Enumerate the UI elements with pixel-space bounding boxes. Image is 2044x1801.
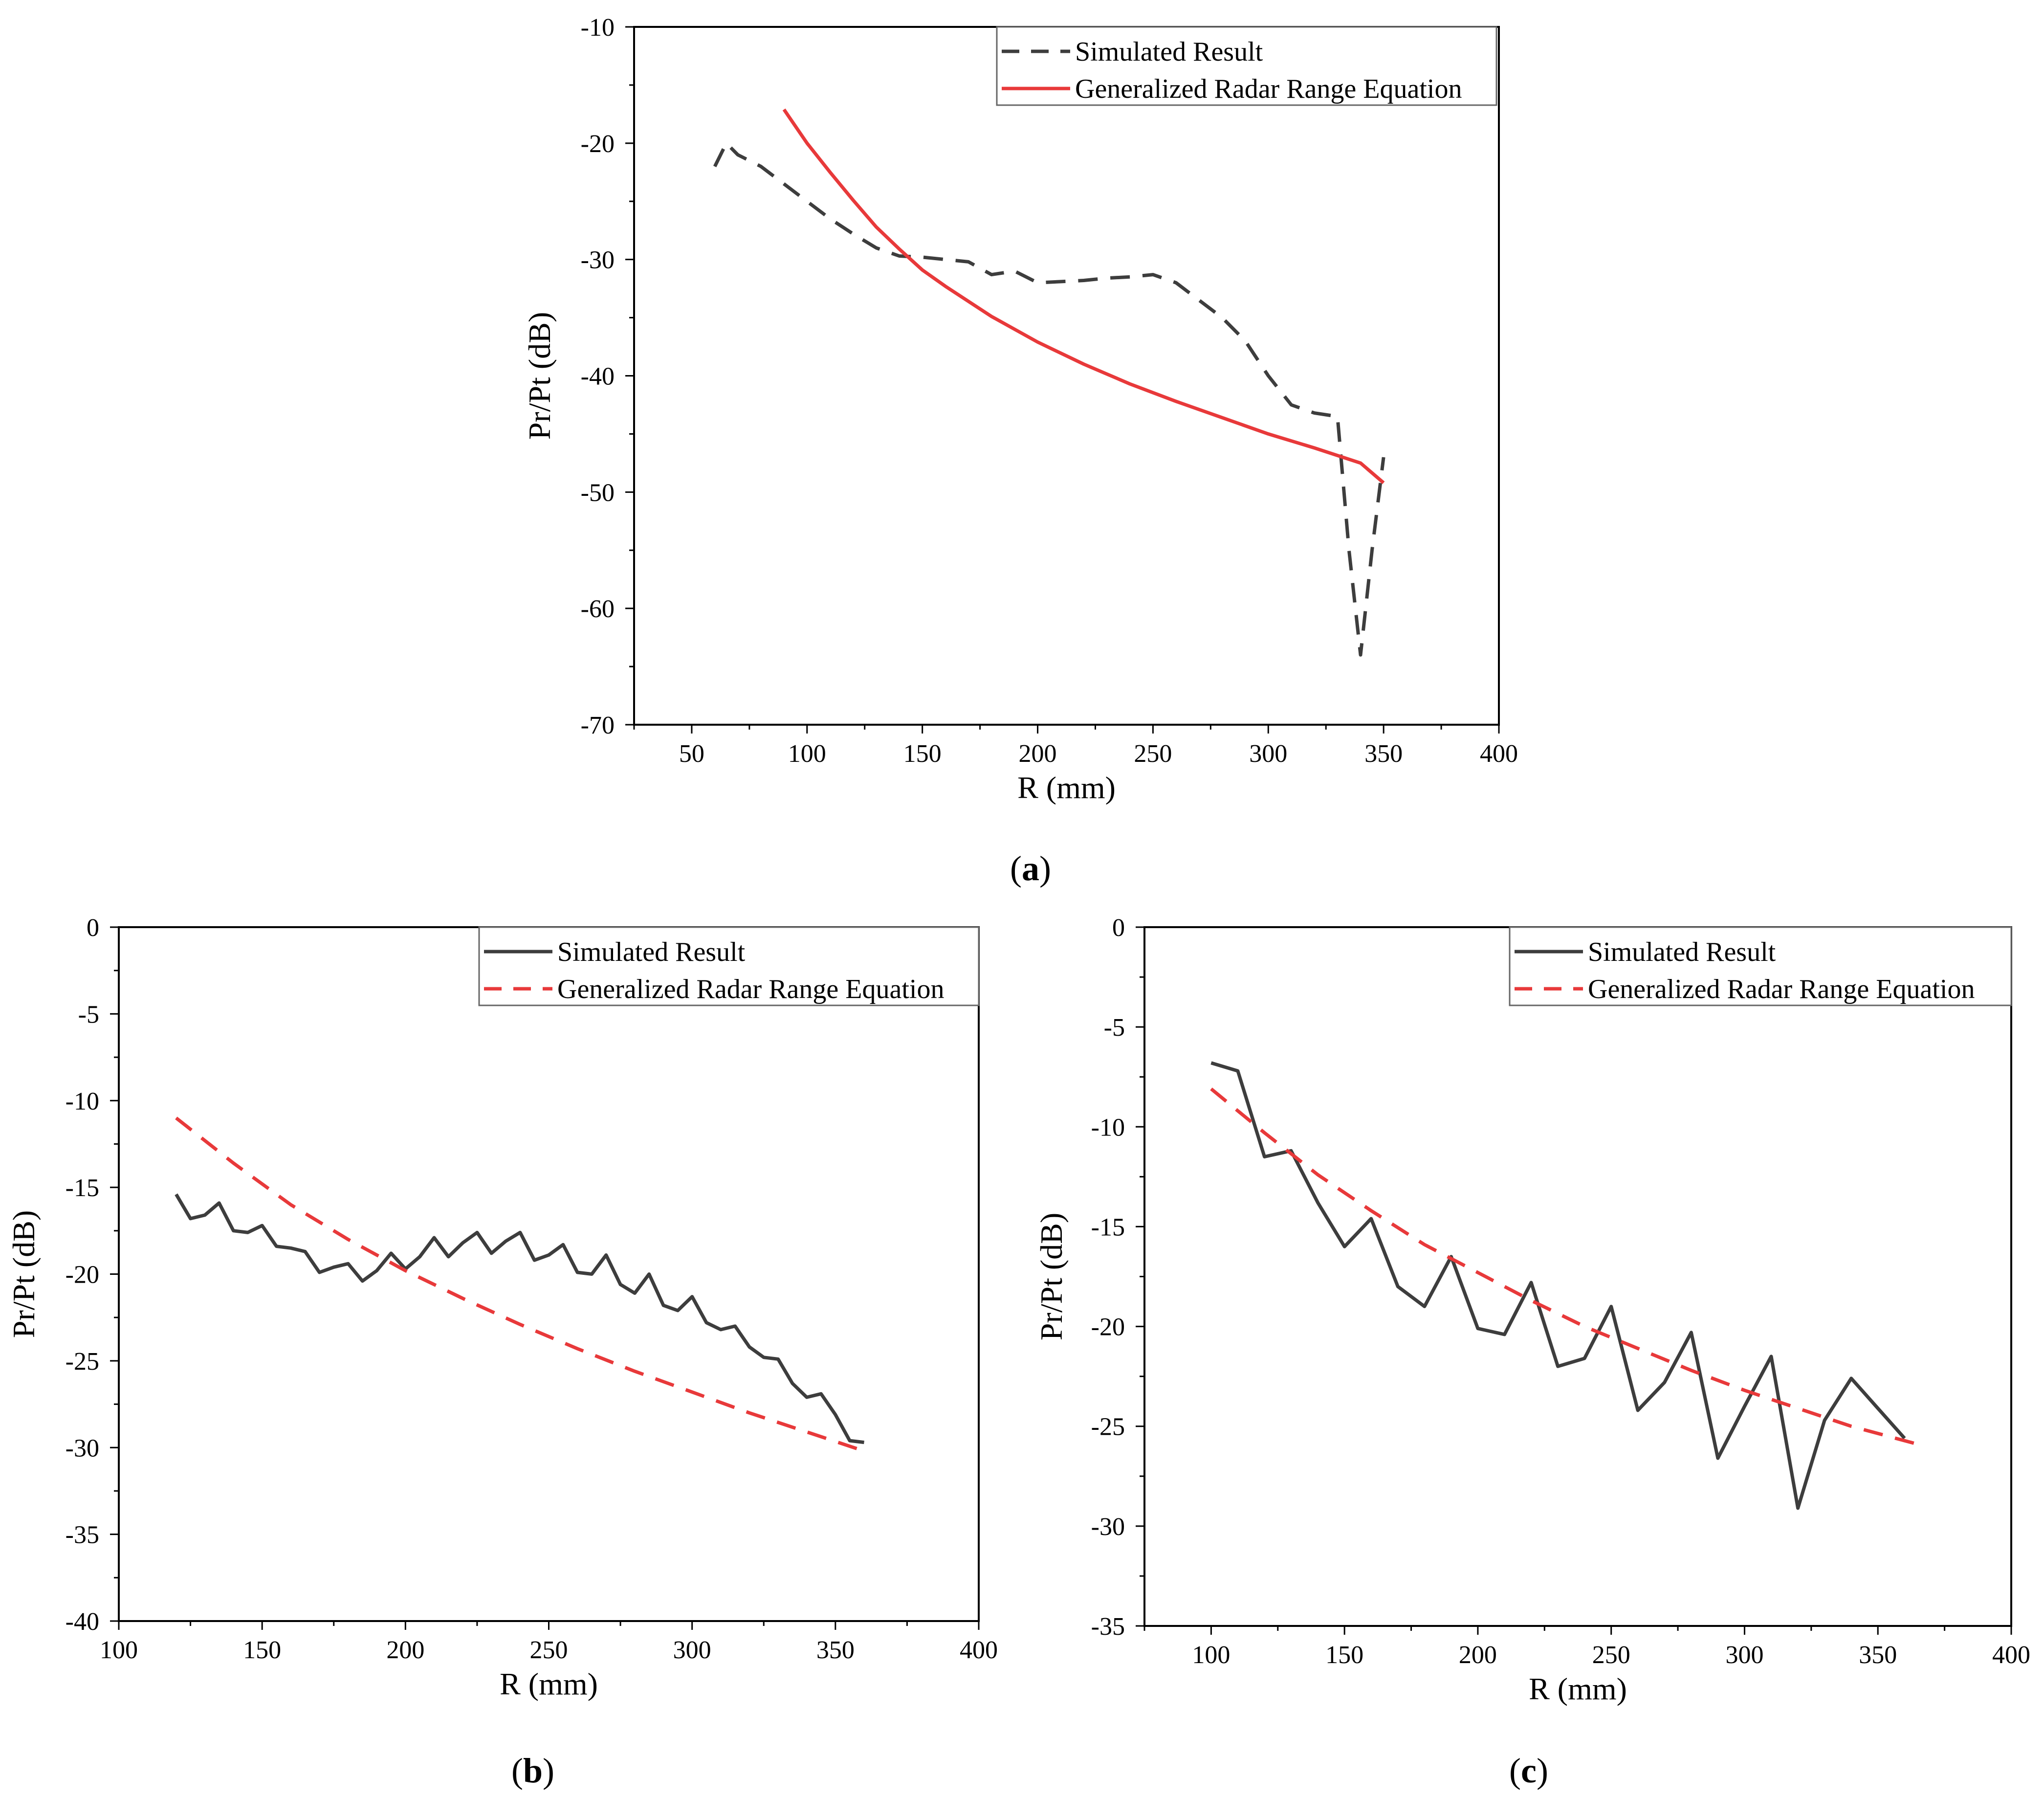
legend-label: Simulated Result	[1075, 37, 1263, 67]
x-tick-label: 400	[960, 1636, 998, 1664]
x-axis-title: R (mm)	[500, 1667, 598, 1701]
legend-box	[478, 926, 980, 1006]
y-tick-label: -10	[581, 14, 615, 42]
x-tick-label: 400	[1480, 740, 1518, 768]
y-tick-label: -20	[581, 130, 615, 158]
x-tick-label: 100	[1192, 1641, 1230, 1669]
legend-box	[996, 26, 1497, 106]
series-line-equation	[782, 108, 1385, 484]
series-line-simulated	[1210, 1061, 1906, 1510]
y-tick-label: -25	[66, 1348, 99, 1376]
y-tick-label: -30	[66, 1434, 99, 1462]
plot-frame	[1143, 926, 2012, 1627]
chart-a: 50 100 150 200 250 300 350 400 -10 -20 -30 -40 -50 -6…	[522, 14, 1518, 805]
series-line-equation	[1210, 1087, 1919, 1446]
legend-label: Simulated Result	[1588, 937, 1776, 967]
legend-label: Simulated Result	[557, 937, 746, 967]
x-tick-label: 150	[243, 1636, 281, 1664]
y-tick-label: -30	[581, 246, 615, 274]
x-tick-label: 200	[386, 1636, 424, 1664]
series-line-simulated	[175, 1193, 864, 1445]
y-tick-label: -5	[78, 1001, 99, 1028]
x-tick-label: 150	[903, 740, 942, 768]
y-tick-label: -35	[1091, 1613, 1125, 1641]
y-tick-label: -15	[66, 1174, 99, 1202]
y-tick-label: -20	[66, 1261, 99, 1289]
x-tick-label: 150	[1325, 1641, 1363, 1669]
y-tick-label: -10	[66, 1088, 99, 1115]
y-axis-title: Pr/Pt (dB)	[1034, 1213, 1069, 1340]
caption-a: (a)	[1010, 849, 1051, 888]
y-tick-label: -40	[66, 1608, 99, 1636]
y-tick-label: -35	[66, 1521, 99, 1549]
x-axis-title: R (mm)	[1017, 770, 1116, 805]
x-tick-label: 350	[1364, 740, 1403, 768]
legend-label: Generalized Radar Range Equation	[557, 974, 944, 1004]
legend-box	[1509, 926, 2012, 1006]
x-tick-label: 250	[1134, 740, 1172, 768]
x-tick-label: 300	[1725, 1641, 1763, 1669]
series-line-equation	[175, 1116, 865, 1453]
y-tick-label: -30	[1091, 1513, 1125, 1541]
y-tick-label: -15	[1091, 1213, 1125, 1241]
x-tick-label: 50	[679, 740, 704, 768]
y-tick-label: -25	[1091, 1413, 1125, 1441]
legend-label: Generalized Radar Range Equation	[1075, 74, 1462, 104]
x-tick-label: 400	[1992, 1641, 2030, 1669]
x-tick-label: 250	[530, 1636, 568, 1664]
caption-b: (b)	[511, 1751, 554, 1790]
y-tick-label: -20	[1091, 1313, 1125, 1341]
y-tick-label: -70	[581, 712, 615, 739]
chart-c: 100 150 200 250 300 350 400 0 -5 -10 -15 -20 -25 -30 -…	[1034, 914, 2030, 1706]
caption-c: (c)	[1509, 1751, 1548, 1790]
y-tick-label: 0	[87, 914, 99, 942]
x-tick-label: 350	[816, 1636, 855, 1664]
x-tick-label: 200	[1019, 740, 1057, 768]
y-tick-label: -10	[1091, 1113, 1125, 1141]
chart-b: 100 150 200 250 300 350 400 0 -5 -10 -15 -20 -25 -30 -…	[6, 914, 998, 1701]
y-tick-label: -40	[581, 363, 615, 391]
x-tick-label: 300	[673, 1636, 711, 1664]
x-tick-label: 100	[100, 1636, 138, 1664]
series-line-simulated	[713, 141, 1385, 657]
plot-frame	[633, 26, 1500, 726]
x-tick-label: 250	[1592, 1641, 1630, 1669]
plot-frame	[118, 926, 980, 1622]
y-tick-label: -60	[581, 595, 615, 623]
x-tick-label: 300	[1249, 740, 1287, 768]
legend-label: Generalized Radar Range Equation	[1588, 974, 1975, 1004]
x-axis-title: R (mm)	[1529, 1671, 1627, 1706]
y-axis-title: Pr/Pt (dB)	[6, 1210, 41, 1338]
x-tick-label: 200	[1459, 1641, 1497, 1669]
x-tick-label: 350	[1859, 1641, 1897, 1669]
x-tick-label: 100	[788, 740, 826, 768]
y-tick-label: -50	[581, 479, 615, 507]
y-tick-label: 0	[1112, 914, 1125, 942]
y-axis-title: Pr/Pt (dB)	[522, 312, 557, 440]
y-tick-label: -5	[1104, 1014, 1125, 1042]
